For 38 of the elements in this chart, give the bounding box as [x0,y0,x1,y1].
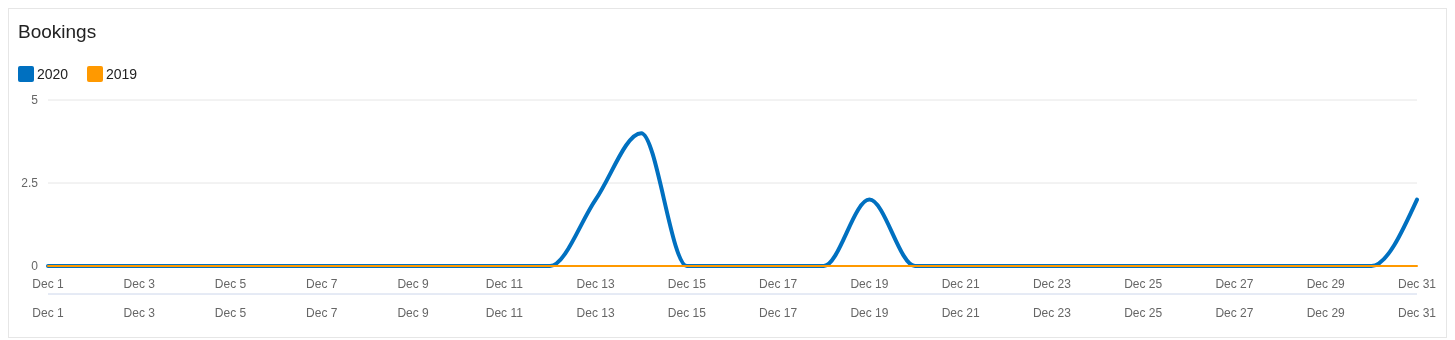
x-tick-label: Dec 7 [306,277,338,291]
x2-tick-label: Dec 25 [1124,306,1163,320]
x-tick-label: Dec 17 [759,277,798,291]
x2-tick-label: Dec 29 [1306,306,1346,320]
x-tick-label: Dec 11 [485,277,524,291]
x-tick-label: Dec 23 [1032,277,1072,291]
x-tick-label: Dec 9 [397,277,430,291]
y-tick-label: 2.5 [21,176,39,190]
x2-tick-label: Dec 3 [123,306,156,320]
y-tick-label: 0 [31,259,39,273]
legend-label: 2020 [37,66,69,82]
x2-tick-label: Dec 7 [306,306,338,320]
x-tick-label: Dec 1 [32,277,64,291]
x2-tick-label: Dec 31 [1397,306,1437,320]
x-tick-label: Dec 19 [850,277,889,291]
x2-tick-label: Dec 21 [941,306,980,320]
x-tick-label: Dec 13 [576,277,615,291]
x2-tick-label: Dec 27 [1215,306,1254,320]
x2-tick-label: Dec 13 [576,306,615,320]
x-tick-label: Dec 15 [667,277,707,291]
chart-title: Bookings [18,21,97,42]
x2-tick-label: Dec 1 [32,306,64,320]
x-tick-label: Dec 3 [123,277,156,291]
x-tick-label: Dec 25 [1124,277,1163,291]
x-tick-label: Dec 5 [214,277,247,291]
y-tick-label: 5 [31,93,39,107]
x-tick-label: Dec 27 [1215,277,1254,291]
x2-tick-label: Dec 9 [397,306,430,320]
x-tick-label: Dec 31 [1397,277,1437,291]
x-tick-label: Dec 21 [941,277,980,291]
x2-tick-label: Dec 15 [667,306,707,320]
legend-label: 2019 [106,66,138,82]
x-tick-label: Dec 29 [1306,277,1346,291]
x2-tick-label: Dec 23 [1032,306,1072,320]
x2-tick-label: Dec 5 [214,306,247,320]
x2-tick-label: Dec 11 [485,306,524,320]
x2-tick-label: Dec 17 [759,306,798,320]
x2-tick-label: Dec 19 [850,306,889,320]
